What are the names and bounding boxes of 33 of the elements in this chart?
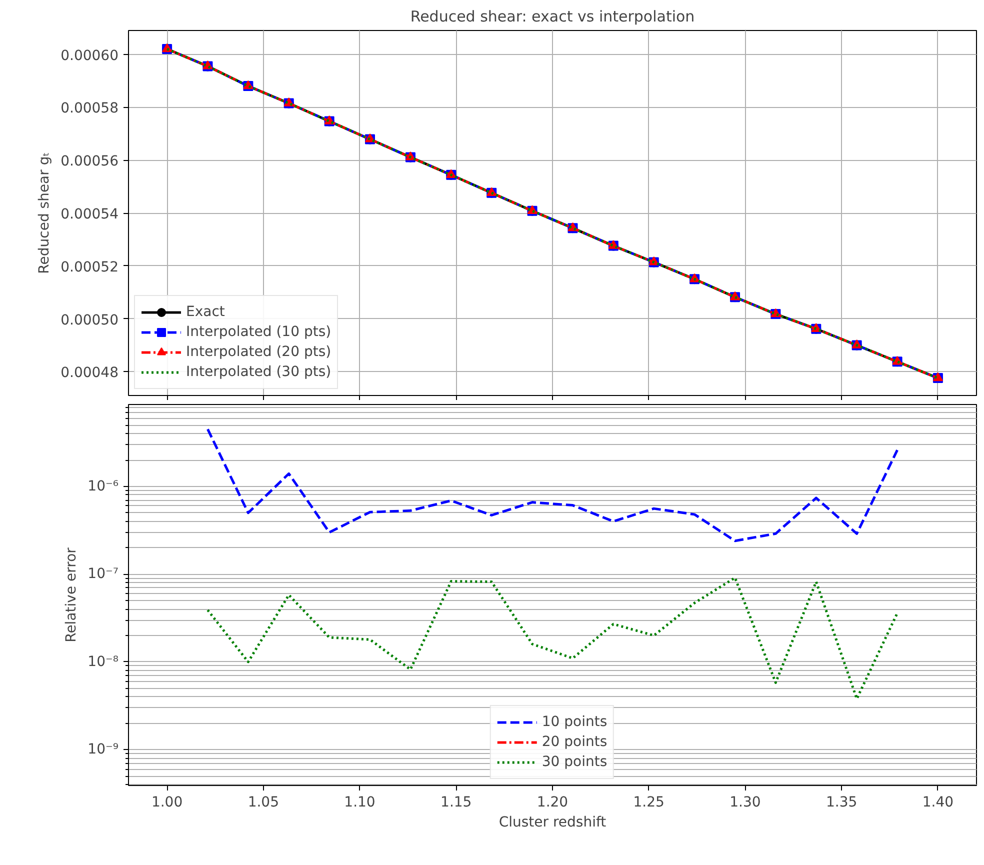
y-tick-label: 0.00058 (60, 100, 119, 117)
line-series (206, 576, 899, 700)
y-tick-label: 10⁻⁹ (88, 742, 119, 758)
y-tick-label: 10⁻⁸ (88, 654, 119, 670)
y-tick-label: 0.00048 (60, 365, 119, 382)
legend-label: Interpolated (10 pts) (186, 324, 332, 340)
y-tick-label: 0.00052 (60, 259, 119, 276)
x-tick-label: 1.35 (826, 794, 858, 810)
chart-title: Reduced shear: exact vs interpolation (410, 8, 695, 26)
x-axis-title: Cluster redshift (498, 814, 607, 830)
x-tick-label: 1.40 (922, 794, 954, 810)
y-tick-label: 0.00054 (60, 206, 119, 222)
legend-label: 30 points (542, 754, 608, 770)
y-tick-label: 0.00050 (60, 312, 119, 328)
x-tick-label: 1.15 (440, 794, 472, 810)
legend-label: 20 points (542, 734, 608, 750)
x-tick-label: 1.30 (730, 794, 761, 810)
legend-label: 10 points (542, 714, 608, 730)
legend-label: Exact (186, 304, 225, 320)
y-tick-label: 10⁻⁷ (88, 566, 119, 582)
legend-label: Interpolated (20 pts) (186, 344, 332, 360)
y-tick-label: 10⁻⁶ (88, 478, 119, 494)
y-axis-title: Reduced shear gₜ (36, 152, 53, 274)
x-tick-label: 1.05 (248, 794, 279, 810)
x-tick-label: 1.25 (633, 794, 664, 810)
y-axis-title: Relative error (64, 547, 80, 642)
x-tick-label: 1.00 (151, 794, 183, 810)
y-tick-label: 0.00056 (60, 154, 119, 170)
x-tick-label: 1.10 (344, 794, 376, 810)
y-tick-label: 0.00060 (60, 48, 119, 64)
legend-label: Interpolated (30 pts) (186, 364, 332, 380)
x-tick-label: 1.20 (536, 794, 568, 810)
line-series (206, 428, 899, 542)
